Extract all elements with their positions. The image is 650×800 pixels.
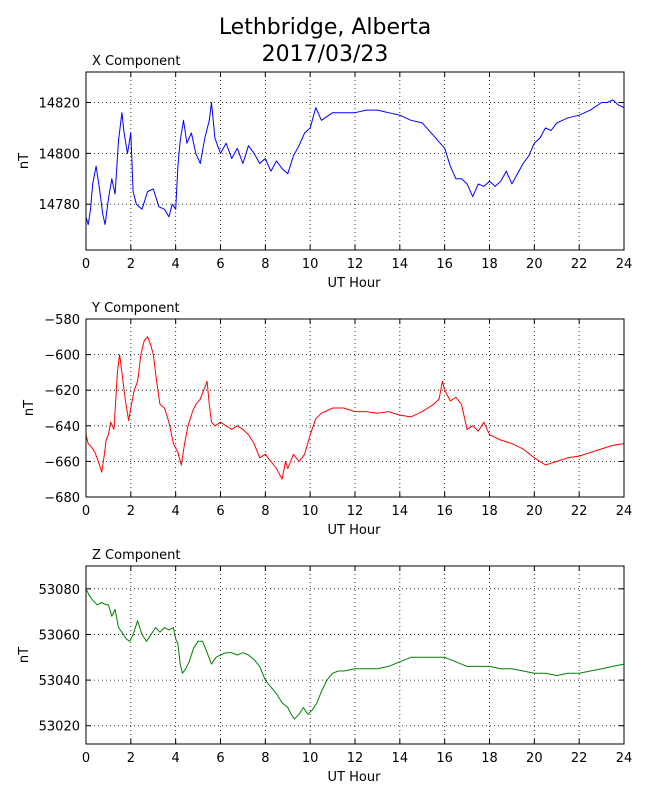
y-component-xtick-label: 10	[302, 504, 319, 519]
y-component-xtick-label: 14	[392, 504, 409, 519]
z-component-ytick-label: 53040	[39, 674, 80, 689]
y-component-xtick-label: 20	[526, 504, 543, 519]
y-component-xtick-label: 16	[436, 504, 453, 519]
x-component-ytick-label: 14820	[39, 97, 80, 112]
y-component-xtick-label: 12	[347, 504, 364, 519]
y-component-xtick-label: 22	[571, 504, 588, 519]
z-component-ylabel: nT	[17, 647, 32, 663]
y-component-ylabel: nT	[22, 400, 37, 416]
x-component-xtick-label: 4	[172, 257, 180, 272]
z-component-xtick-label: 16	[436, 751, 453, 766]
y-component-xtick-label: 2	[127, 504, 135, 519]
x-component-xtick-label: 16	[436, 257, 453, 272]
y-component-ytick-label: −680	[44, 491, 80, 506]
z-component-xtick-label: 14	[392, 751, 409, 766]
y-component-xlabel: UT Hour	[328, 523, 382, 538]
x-component-xtick-label: 10	[302, 257, 319, 272]
z-component-ytick-label: 53060	[39, 628, 80, 643]
x-component-xlabel: UT Hour	[328, 276, 382, 291]
z-component-title: Z Component	[92, 548, 181, 563]
figure-title-line2: 2017/03/23	[262, 42, 389, 67]
y-component-ytick-label: −660	[44, 455, 80, 470]
y-component-xtick-label: 18	[481, 504, 498, 519]
x-component-title: X Component	[92, 54, 181, 69]
figure-title-line1: Lethbridge, Alberta	[219, 15, 431, 40]
y-component-ytick-label: −620	[44, 384, 80, 399]
z-component-xtick-label: 20	[526, 751, 543, 766]
z-component-xtick-label: 8	[261, 751, 269, 766]
x-component-xtick-label: 24	[616, 257, 633, 272]
z-component-xtick-label: 22	[571, 751, 588, 766]
x-component-ytick-label: 14780	[39, 198, 80, 213]
z-component-xtick-label: 12	[347, 751, 364, 766]
x-component-xtick-label: 20	[526, 257, 543, 272]
z-component-xtick-label: 18	[481, 751, 498, 766]
y-component-xtick-label: 6	[216, 504, 224, 519]
y-component-ytick-label: −580	[44, 313, 80, 328]
x-component-series-line	[85, 99, 625, 226]
y-component-title: Y Component	[91, 301, 180, 316]
x-component-ylabel: nT	[17, 153, 32, 169]
x-component-panel: X Component UT Hour nT 0 2 4 6 8 10 12 14 16 18 20…	[17, 54, 632, 291]
y-component-panel: Y Component UT Hour nT 0 2 4 6 8 10 12 14 16 18 20…	[22, 301, 632, 538]
x-component-xtick-label: 6	[216, 257, 224, 272]
z-component-xtick-label: 10	[302, 751, 319, 766]
z-component-xtick-label: 2	[127, 751, 135, 766]
y-component-xtick-label: 8	[261, 504, 269, 519]
y-component-series-line	[85, 336, 625, 480]
z-component-panel: Z Component UT Hour nT 0 2 4 6 8 10 12 14 16 18 20…	[17, 548, 632, 785]
y-component-xtick-label: 24	[616, 504, 633, 519]
y-component-ytick-label: −600	[44, 349, 80, 364]
y-component-xtick-label: 4	[172, 504, 180, 519]
x-component-ytick-label: 14800	[39, 147, 80, 162]
x-component-xtick-label: 18	[481, 257, 498, 272]
y-component-xtick-label: 0	[82, 504, 90, 519]
z-component-xlabel: UT Hour	[328, 770, 382, 785]
x-component-xtick-label: 2	[127, 257, 135, 272]
z-component-ytick-label: 53080	[39, 583, 80, 598]
z-component-series-line	[85, 588, 625, 720]
x-component-xtick-label: 12	[347, 257, 364, 272]
z-component-xtick-label: 4	[172, 751, 180, 766]
y-component-ytick-label: −640	[44, 420, 80, 435]
x-component-xtick-label: 22	[571, 257, 588, 272]
z-component-xtick-label: 6	[216, 751, 224, 766]
x-component-xtick-label: 14	[392, 257, 409, 272]
z-component-xtick-label: 0	[82, 751, 90, 766]
x-component-xtick-label: 0	[82, 257, 90, 272]
z-component-xtick-label: 24	[616, 751, 633, 766]
x-component-xtick-label: 8	[261, 257, 269, 272]
z-component-ytick-label: 53020	[39, 720, 80, 735]
